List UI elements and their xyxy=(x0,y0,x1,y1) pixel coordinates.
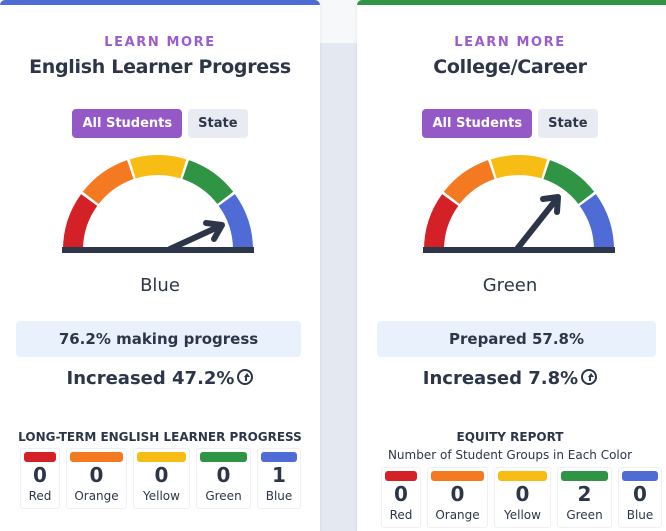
color-count-boxes: 0 Red 0 Orange 0 Yellow 0 Green 1 Blue xyxy=(20,448,301,509)
blue-swatch xyxy=(261,452,297,462)
count-box-orange: 0 Orange xyxy=(427,467,488,528)
yellow-swatch xyxy=(498,471,547,481)
orange-swatch xyxy=(431,471,484,481)
count-value: 0 xyxy=(394,482,408,506)
performance-level: Green xyxy=(482,275,538,296)
count-label: Blue xyxy=(626,508,654,522)
card-title: English Learner Progress xyxy=(29,56,291,78)
gauge-needle xyxy=(514,194,561,252)
section-subtitle: Number of Student Groups in Each Color xyxy=(387,448,633,462)
yellow-swatch xyxy=(137,452,186,462)
performance-level: Blue xyxy=(140,275,180,296)
count-value: 0 xyxy=(450,482,465,506)
count-box-blue: 1 Blue xyxy=(257,448,301,509)
count-value: 0 xyxy=(89,463,104,487)
count-value: 0 xyxy=(33,463,47,487)
card-title: College/Career xyxy=(433,56,587,78)
arrow-up-circle-icon xyxy=(237,369,254,385)
count-box-red: 0 Red xyxy=(20,448,60,509)
count-box-green: 0 Green xyxy=(196,448,251,509)
learn-more-link[interactable]: LEARN MORE xyxy=(104,35,216,50)
change-text: Increased 7.8% xyxy=(422,368,579,389)
count-label: Red xyxy=(28,489,52,503)
count-value: 2 xyxy=(577,482,592,506)
count-value: 0 xyxy=(633,482,647,506)
performance-gauge xyxy=(62,155,254,253)
count-label: Yellow xyxy=(143,489,180,503)
arrow-up-circle-icon xyxy=(581,369,598,385)
all-students-button[interactable]: All Students xyxy=(72,109,183,138)
change-indicator: Increased 7.8% xyxy=(357,368,663,389)
section-title: EQUITY REPORT xyxy=(456,430,564,444)
change-text: Increased 47.2% xyxy=(66,368,235,389)
page-gutter xyxy=(320,43,357,531)
english-learner-progress-card: LEARN MORE English Learner Progress All … xyxy=(0,0,320,531)
metric-value: Prepared 57.8% xyxy=(377,321,656,357)
count-label: Green xyxy=(566,508,603,522)
college-career-card: LEARN MORE College/Career All Students S… xyxy=(357,0,666,531)
count-value: 0 xyxy=(154,463,169,487)
green-swatch xyxy=(200,452,247,462)
all-students-button[interactable]: All Students xyxy=(422,109,533,138)
student-group-toggle: All Students State xyxy=(0,109,320,138)
count-box-orange: 0 Orange xyxy=(66,448,127,509)
count-value: 0 xyxy=(216,463,231,487)
green-swatch xyxy=(561,471,608,481)
count-box-green: 2 Green xyxy=(557,467,612,528)
count-label: Orange xyxy=(74,489,119,503)
red-swatch xyxy=(24,452,56,462)
count-label: Green xyxy=(205,489,242,503)
count-label: Red xyxy=(389,508,413,522)
card-top-border xyxy=(357,0,666,5)
color-count-boxes: 0 Red 0 Orange 0 Yellow 2 Green 0 Blue xyxy=(381,467,662,528)
student-group-toggle: All Students State xyxy=(357,109,663,138)
count-value: 1 xyxy=(272,463,286,487)
state-button[interactable]: State xyxy=(538,109,598,138)
count-label: Blue xyxy=(265,489,293,503)
blue-swatch xyxy=(622,471,658,481)
count-box-yellow: 0 Yellow xyxy=(494,467,551,528)
count-label: Yellow xyxy=(504,508,541,522)
count-box-yellow: 0 Yellow xyxy=(133,448,190,509)
gauge-needle xyxy=(167,220,225,252)
count-label: Orange xyxy=(435,508,480,522)
section-title: LONG-TERM ENGLISH LEARNER PROGRESS xyxy=(18,430,302,444)
change-indicator: Increased 47.2% xyxy=(0,368,320,389)
learn-more-link[interactable]: LEARN MORE xyxy=(454,35,566,50)
page-background-top xyxy=(320,0,357,43)
red-swatch xyxy=(385,471,417,481)
card-top-border xyxy=(0,0,320,5)
count-box-red: 0 Red xyxy=(381,467,421,528)
performance-gauge xyxy=(423,155,615,253)
state-button[interactable]: State xyxy=(188,109,248,138)
count-value: 0 xyxy=(515,482,530,506)
count-box-blue: 0 Blue xyxy=(618,467,662,528)
orange-swatch xyxy=(70,452,123,462)
metric-value: 76.2% making progress xyxy=(16,321,301,357)
